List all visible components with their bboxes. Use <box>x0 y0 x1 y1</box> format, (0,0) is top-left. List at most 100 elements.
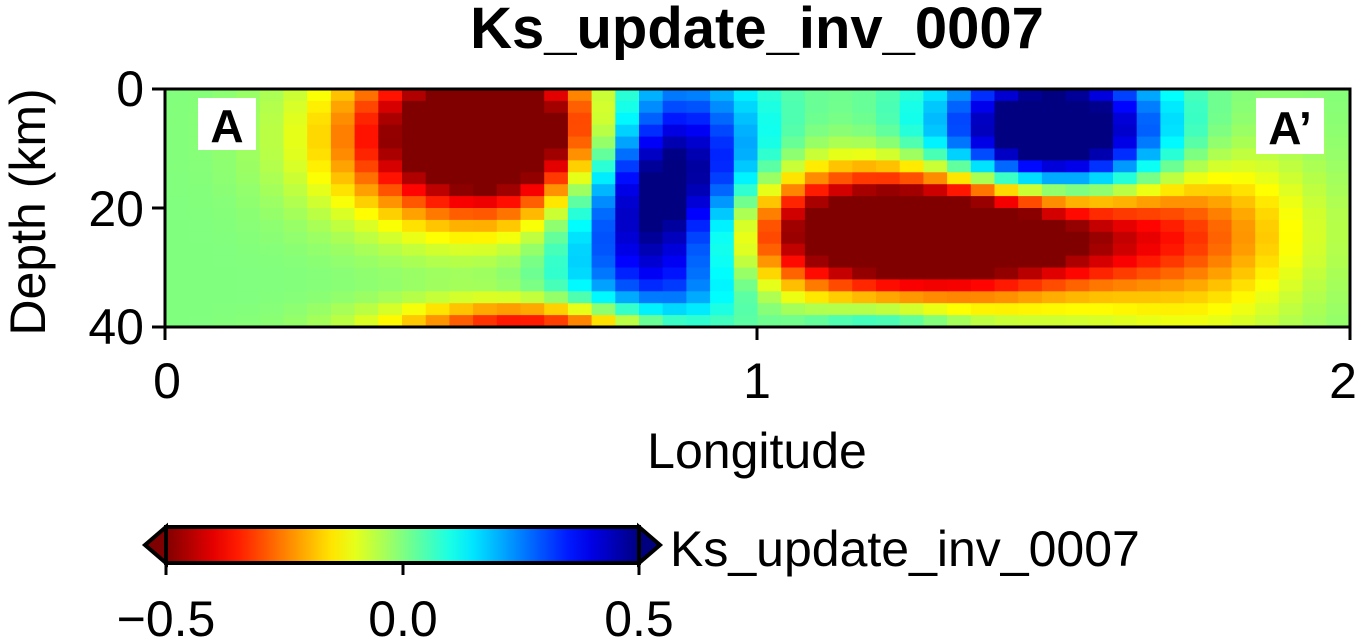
heatmap-cell <box>1326 315 1351 328</box>
heatmap-cell <box>876 315 901 328</box>
heatmap-cell <box>1326 112 1351 126</box>
heatmap-cell <box>188 208 213 221</box>
heatmap-cell <box>615 208 640 221</box>
heatmap-cell <box>852 89 877 102</box>
heatmap-cell <box>236 315 261 328</box>
heatmap-cell <box>733 303 759 316</box>
heatmap-cell <box>899 148 924 161</box>
heatmap-cell <box>710 136 735 150</box>
heatmap-cell <box>1160 291 1185 304</box>
heatmap-cell <box>781 184 806 197</box>
heatmap-cell <box>686 243 711 257</box>
colorbar-extend-low <box>141 522 168 568</box>
heatmap-cell <box>473 160 498 173</box>
heatmap-cell <box>236 148 261 161</box>
heatmap-cell <box>828 208 853 221</box>
heatmap-cell <box>804 219 830 233</box>
heatmap-cell <box>449 291 474 304</box>
heatmap-cell <box>165 231 190 245</box>
heatmap-cell <box>354 160 379 173</box>
heatmap-cell <box>1136 315 1161 328</box>
heatmap-cell <box>188 172 213 185</box>
heatmap-cell <box>378 291 403 304</box>
heatmap-cell <box>1065 172 1090 185</box>
heatmap-cell <box>496 124 522 138</box>
heatmap-cell <box>1018 267 1043 280</box>
heatmap-cell <box>354 112 379 126</box>
heatmap-cell <box>473 231 498 245</box>
heatmap-cell <box>1018 148 1043 161</box>
heatmap-cell <box>1302 172 1327 185</box>
heatmap-cell <box>1302 231 1327 245</box>
heatmap-cell <box>757 89 782 102</box>
heatmap-cell <box>876 303 901 316</box>
heatmap-cell <box>259 291 285 304</box>
heatmap-cell <box>1278 231 1304 245</box>
heatmap-cell <box>1018 196 1043 209</box>
heatmap-cell <box>1255 231 1280 245</box>
heatmap-cell <box>686 255 711 269</box>
heatmap-cell <box>923 148 948 161</box>
heatmap-cell <box>354 148 379 161</box>
heatmap-cell <box>165 89 190 102</box>
heatmap-cell <box>165 243 190 257</box>
heatmap-cell <box>876 160 901 173</box>
heatmap-cell <box>307 160 332 173</box>
heatmap-cell <box>402 100 427 114</box>
heatmap-cell <box>520 267 545 280</box>
heatmap-cell <box>1326 303 1351 316</box>
heatmap-cell <box>1041 243 1067 257</box>
heatmap-cell <box>1160 219 1185 233</box>
heatmap-cell <box>402 255 427 269</box>
heatmap-cell <box>828 267 853 280</box>
heatmap-cell <box>449 112 474 126</box>
heatmap-cell <box>591 196 616 209</box>
heatmap-cell <box>710 196 735 209</box>
heatmap-cell <box>402 208 427 221</box>
x-tick-label-1: 1 <box>743 353 771 409</box>
heatmap-cell <box>1018 243 1043 257</box>
heatmap-cell <box>1184 255 1209 269</box>
heatmap-cell <box>1113 219 1138 233</box>
heatmap-cell <box>1231 231 1256 245</box>
heatmap-cell <box>378 89 403 102</box>
heatmap-cell <box>828 124 853 138</box>
heatmap-cell <box>259 255 285 269</box>
heatmap-cell <box>1018 291 1043 304</box>
heatmap-cell <box>188 267 213 280</box>
heatmap-cell <box>188 231 213 245</box>
heatmap-cell <box>923 315 948 328</box>
heatmap-cell <box>686 112 711 126</box>
heatmap-cell <box>1231 172 1256 185</box>
heatmap-cell <box>236 303 261 316</box>
heatmap-cell <box>212 184 237 197</box>
heatmap-cell <box>236 172 261 185</box>
heatmap-cell <box>1231 148 1256 161</box>
heatmap-cell <box>591 255 616 269</box>
heatmap-cell <box>1278 279 1304 292</box>
heatmap-cell <box>923 219 948 233</box>
heatmap-cell <box>378 315 403 328</box>
y-tick-label-0: 0 <box>116 61 144 117</box>
heatmap-cell <box>402 315 427 328</box>
heatmap-cell <box>1160 267 1185 280</box>
x-tick-label-2: 2 <box>1329 353 1357 409</box>
heatmap-cell <box>402 124 427 138</box>
heatmap-cell <box>354 255 379 269</box>
heatmap-cell <box>1041 255 1067 269</box>
heatmap-cell <box>259 172 285 185</box>
heatmap-cell <box>165 303 190 316</box>
heatmap-cell <box>710 231 735 245</box>
heatmap-cell <box>473 315 498 328</box>
heatmap-cell <box>283 243 308 257</box>
heatmap-cell <box>544 172 569 185</box>
heatmap-cell <box>828 291 853 304</box>
heatmap-cell <box>449 279 474 292</box>
heatmap-cell <box>520 315 545 328</box>
heatmap-cell <box>1231 136 1256 150</box>
heatmap-cell <box>1184 112 1209 126</box>
heatmap-cell <box>1089 208 1114 221</box>
heatmap-cell <box>1207 172 1233 185</box>
heatmap-cell <box>1184 184 1209 197</box>
heatmap-cell <box>994 231 1019 245</box>
